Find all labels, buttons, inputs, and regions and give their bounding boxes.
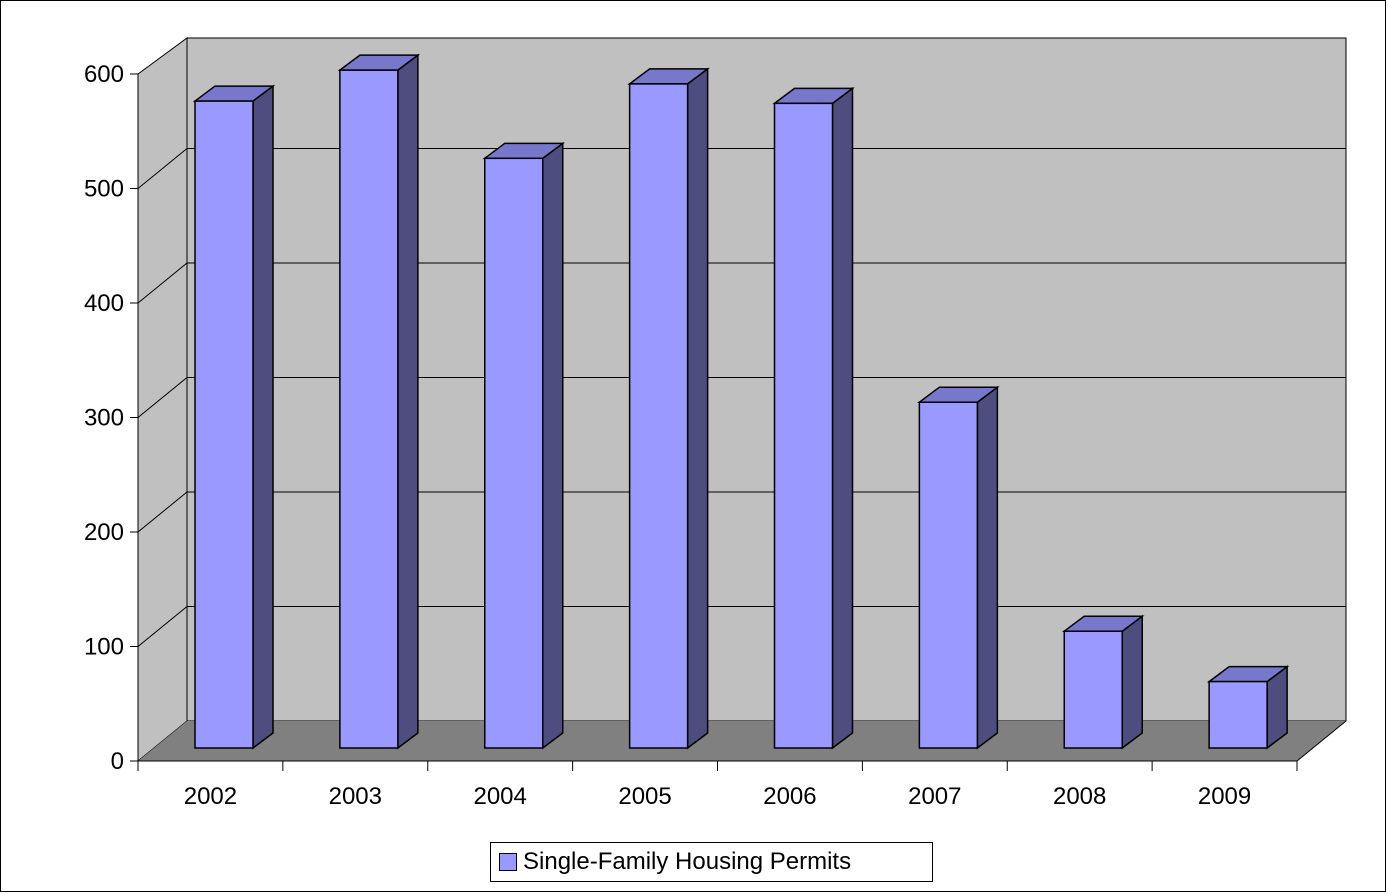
- side-wall: [137, 37, 188, 763]
- x-tick-label: 2009: [1198, 783, 1251, 810]
- bar-2003: [339, 69, 399, 749]
- y-tick-label: 200: [84, 519, 124, 546]
- bar-2004: [484, 157, 544, 749]
- bar-chart: 0 100 200 300 400 500 600 2002 2003 2004 2005 2006 2…: [84, 37, 1347, 810]
- gridline-side: [137, 262, 188, 304]
- legend-swatch: [499, 853, 517, 871]
- bar-side: [976, 385, 999, 750]
- bar-2007: [918, 401, 979, 749]
- bar-side: [542, 141, 564, 750]
- bar-2009: [1208, 680, 1268, 749]
- x-tick-label: 2003: [329, 783, 382, 810]
- bar-2008: [1063, 630, 1123, 749]
- legend: Single-Family Housing Permits: [490, 842, 933, 882]
- gridline-side: [137, 377, 188, 418]
- gridline-side: [137, 148, 188, 189]
- bar-2005: [628, 83, 689, 749]
- x-tick-label: 2006: [763, 783, 816, 810]
- y-tick-label: 500: [84, 176, 124, 203]
- bar-2002: [194, 100, 254, 749]
- legend-label: Single-Family Housing Permits: [523, 848, 852, 875]
- gridline-side: [137, 606, 188, 647]
- x-axis-depth: [1296, 720, 1347, 762]
- y-tick-label: 0: [111, 748, 124, 775]
- bar-side: [1121, 614, 1143, 750]
- floor: [138, 721, 1346, 761]
- x-tick-label: 2002: [184, 783, 237, 810]
- x-tick-label: 2005: [618, 783, 671, 810]
- bar-side: [252, 84, 274, 750]
- y-tick-label: 600: [84, 61, 124, 88]
- bar-side: [397, 53, 419, 750]
- x-tick-label: 2004: [473, 783, 526, 810]
- y-tick-label: 100: [84, 634, 124, 661]
- y-tick-label: 400: [84, 290, 124, 317]
- bar-2006: [773, 102, 834, 749]
- gridline-side: [137, 491, 188, 533]
- y-tick-label: 300: [84, 405, 124, 432]
- bar-side: [686, 67, 709, 750]
- bar-side: [831, 86, 854, 750]
- x-tick-label: 2007: [908, 783, 961, 810]
- x-tick-label: 2008: [1053, 783, 1106, 810]
